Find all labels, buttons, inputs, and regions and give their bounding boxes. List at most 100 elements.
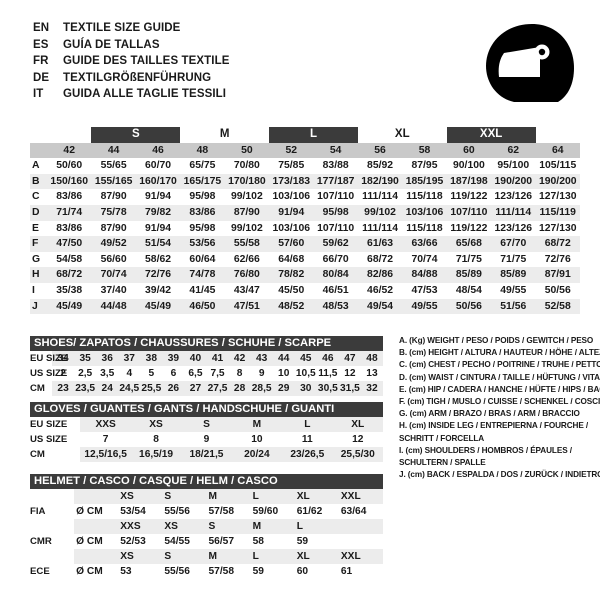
measure-key: F — [30, 236, 47, 252]
gloves-section-title: GLOVES / GUANTES / GANTS / HANDSCHUHE / … — [30, 402, 383, 417]
size-band-m: M — [180, 127, 270, 143]
shoes-value: 27,5 — [206, 381, 229, 396]
measure-value: 49/55 — [491, 282, 536, 299]
helmet-value: 56/57 — [206, 534, 251, 549]
shoes-value: 30 — [294, 381, 317, 396]
measure-value: 52/58 — [535, 298, 580, 315]
helmet-value: 58 — [250, 534, 295, 549]
language-row: IT GUIDA ALLE TAGLIE TESSILI — [33, 88, 333, 105]
helmet-size-label: XS — [118, 549, 163, 564]
measure-value: 155/165 — [91, 173, 136, 190]
measure-value: 85/92 — [357, 158, 403, 174]
measure-value: 87/90 — [91, 189, 136, 205]
language-code: FR — [33, 55, 49, 67]
helmet-value — [338, 534, 383, 549]
table-row: US SIZE 2 2,5 3,5 4 5 6 6,5 7,5 8 9 10 10,5 11,5 12 13 — [30, 366, 383, 381]
shoes-value: 47 — [338, 351, 361, 366]
measure-value: 45/49 — [47, 298, 92, 315]
helmet-size-label: S — [162, 549, 207, 564]
helmet-unit: Ø CM — [74, 534, 119, 549]
helmet-value: 52/53 — [118, 534, 163, 549]
legend-line: B. (cm) HEIGHT / ALTURA / HAUTEUR / HÖHE… — [399, 348, 600, 358]
size-number: 56 — [357, 142, 403, 159]
legend-line: D. (cm) WAIST / CINTURA / TAILLE / HÜFTU… — [399, 372, 600, 382]
measure-value: 71/74 — [47, 204, 92, 221]
language-title-block: EN TEXTILE SIZE GUIDE ES GUÍA DE TALLAS FR GU… — [33, 22, 333, 105]
helmet-value: 63/64 — [338, 504, 383, 519]
measure-value: 46/51 — [313, 282, 358, 299]
measure-value: 127/130 — [535, 220, 580, 237]
section-title-row: GLOVES / GUANTES / GANTS / HANDSCHUHE / … — [30, 402, 383, 417]
shoes-value: 23,5 — [74, 381, 97, 396]
helmet-size-label: L — [250, 489, 295, 504]
helmet-size-label: XXL — [338, 549, 383, 564]
measure-value: 75/78 — [91, 204, 136, 221]
measure-value: 95/100 — [491, 158, 536, 174]
measure-value: 115/118 — [402, 220, 447, 237]
measure-value: 59/62 — [313, 236, 358, 252]
helmet-size-label: L — [250, 549, 295, 564]
table-row: US SIZE 7 8 9 10 11 12 — [30, 432, 383, 447]
measure-value: 95/98 — [180, 189, 225, 205]
measure-value: 95/98 — [180, 220, 225, 237]
measure-value: 39/42 — [135, 282, 181, 299]
measure-value: 68/72 — [47, 267, 92, 283]
measure-value: 90/100 — [446, 158, 492, 174]
helmet-standard-blank — [30, 519, 75, 534]
shoes-value: 48 — [360, 351, 383, 366]
measure-value: 82/86 — [357, 267, 403, 283]
size-number: 52 — [269, 142, 314, 159]
helmet-unit-blank — [74, 549, 119, 564]
measure-value: 190/200 — [535, 173, 580, 190]
measure-value: 46/50 — [180, 298, 225, 315]
language-title: GUÍA DE TALLAS — [63, 38, 160, 51]
shoes-value: 6,5 — [184, 366, 207, 381]
shoes-value: 10,5 — [294, 366, 317, 381]
table-row: FIA Ø CM 53/54 55/56 57/58 59/60 61/62 63/64 — [30, 504, 383, 519]
table-row: CM 23 23,5 24 24,5 25,5 26 27 27,5 28 28,5 29 30 30,5… — [30, 381, 383, 396]
measure-key: I — [30, 282, 47, 299]
size-band-blank — [30, 127, 92, 143]
shoes-value: 11,5 — [316, 366, 339, 381]
measure-value: 85/89 — [446, 267, 492, 283]
table-row: E 83/86 87/90 91/94 95/98 99/102 103/106 107/11… — [30, 220, 580, 237]
helmet-standard-blank — [30, 549, 75, 564]
size-number: 44 — [91, 142, 136, 159]
section-title-row: HELMET / CASCO / CASQUE / HELM / CASCO — [30, 474, 383, 489]
helmet-size-label: M — [206, 489, 251, 504]
measure-value: 95/98 — [313, 204, 358, 221]
legend-line: C. (cm) CHEST / PECHO / POITRINE / TRUHE… — [399, 360, 600, 370]
measure-value: 99/102 — [224, 189, 270, 205]
measure-value: 182/190 — [357, 173, 403, 190]
shoes-value: 42 — [228, 351, 251, 366]
table-row: J 45/49 44/48 45/49 46/50 47/51 48/52 48/53 49/5… — [30, 298, 580, 315]
measure-value: 70/74 — [91, 267, 136, 283]
size-number: 64 — [535, 142, 580, 159]
measure-value: 80/84 — [313, 267, 358, 283]
gloves-value: 11 — [282, 432, 333, 447]
language-code: ES — [33, 38, 49, 51]
gloves-value: 23/26,5 — [282, 447, 333, 462]
measure-value: 48/52 — [269, 298, 314, 315]
helmet-size-label: XS — [162, 519, 207, 534]
helmet-value: 57/58 — [206, 504, 251, 519]
table-row: A 50/60 55/65 60/70 65/75 70/80 75/85 83/88 85/9… — [30, 158, 580, 174]
measure-value: 103/106 — [269, 189, 314, 205]
measure-value: 50/60 — [47, 158, 92, 174]
measure-value: 107/110 — [313, 220, 358, 237]
shoes-value: 26 — [162, 381, 185, 396]
helmet-standard-name: ECE — [30, 564, 75, 579]
measure-value: 83/86 — [180, 204, 225, 221]
measure-value: 48/54 — [446, 282, 492, 299]
helmet-icon — [480, 20, 580, 115]
helmet-value: 61 — [338, 564, 383, 579]
measure-value: 107/110 — [446, 204, 492, 221]
size-band-row: S M L XL XXL — [30, 127, 580, 143]
measure-key: G — [30, 251, 47, 268]
measure-value: 54/58 — [47, 251, 92, 268]
measurement-legend: A. (Kg) WEIGHT / PESO / POIDS / GEWITCH … — [399, 335, 600, 481]
shoes-value: 24,5 — [118, 381, 141, 396]
helmet-size-row: XS S M L XL XXL — [30, 489, 383, 504]
measure-value: 55/65 — [91, 158, 136, 174]
shoes-value: 30,5 — [316, 381, 339, 396]
